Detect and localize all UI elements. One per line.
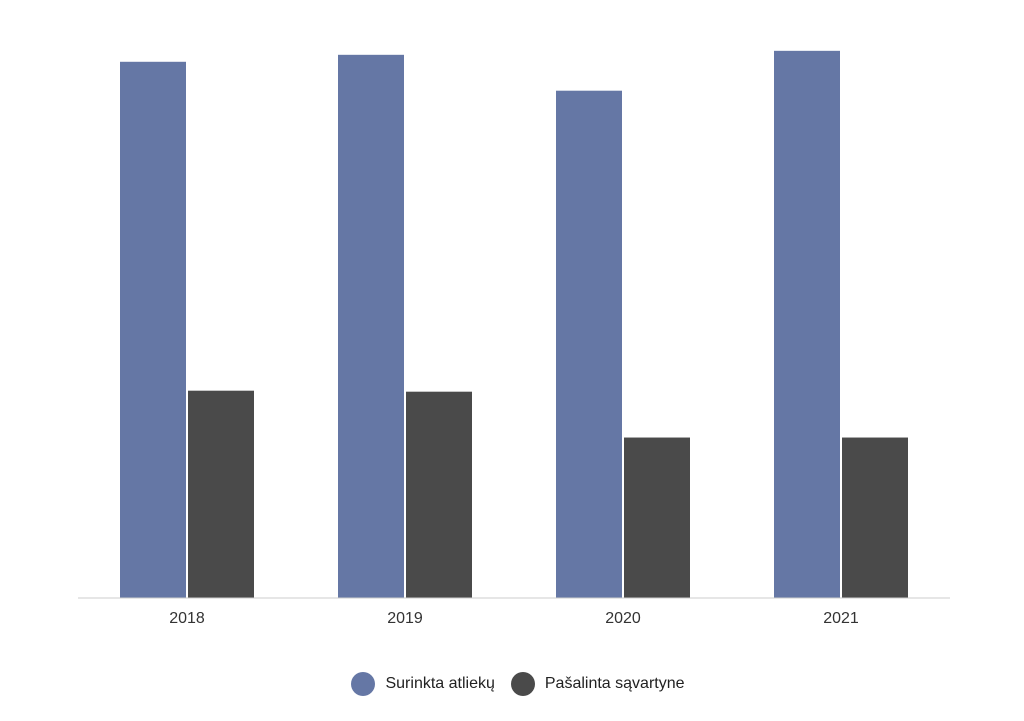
bar-pasalinta-2018[interactable] (188, 390, 254, 598)
legend-label-surinkta: Surinkta atliekų (385, 675, 495, 692)
bar-surinkta-2019[interactable] (338, 54, 404, 599)
bar-surinkta-2018[interactable] (120, 61, 186, 598)
bar-pasalinta-2020[interactable] (624, 437, 690, 598)
legend-item-surinkta[interactable]: Surinkta atliekų (351, 672, 495, 696)
x-tick-label: 2019 (387, 610, 423, 627)
bar-pasalinta-2021[interactable] (842, 437, 908, 598)
bars-group (120, 50, 908, 599)
x-tick-labels: 2018 2019 2020 2021 (169, 610, 859, 627)
bar-surinkta-2021[interactable] (774, 50, 840, 598)
bar-surinkta-2020[interactable] (556, 90, 622, 599)
legend: Surinkta atliekų Pašalinta sąvartyne (6, 672, 1024, 696)
bar-pasalinta-2019[interactable] (406, 391, 472, 598)
legend-label-pasalinta: Pašalinta sąvartyne (544, 675, 685, 692)
x-tick-label: 2021 (823, 610, 859, 627)
legend-swatch-pasalinta (510, 672, 535, 696)
legend-item-pasalinta[interactable]: Pašalinta sąvartyne (510, 672, 685, 696)
x-tick-label: 2018 (169, 610, 205, 627)
x-tick-label: 2020 (605, 610, 641, 627)
legend-swatch-surinkta (351, 672, 376, 696)
